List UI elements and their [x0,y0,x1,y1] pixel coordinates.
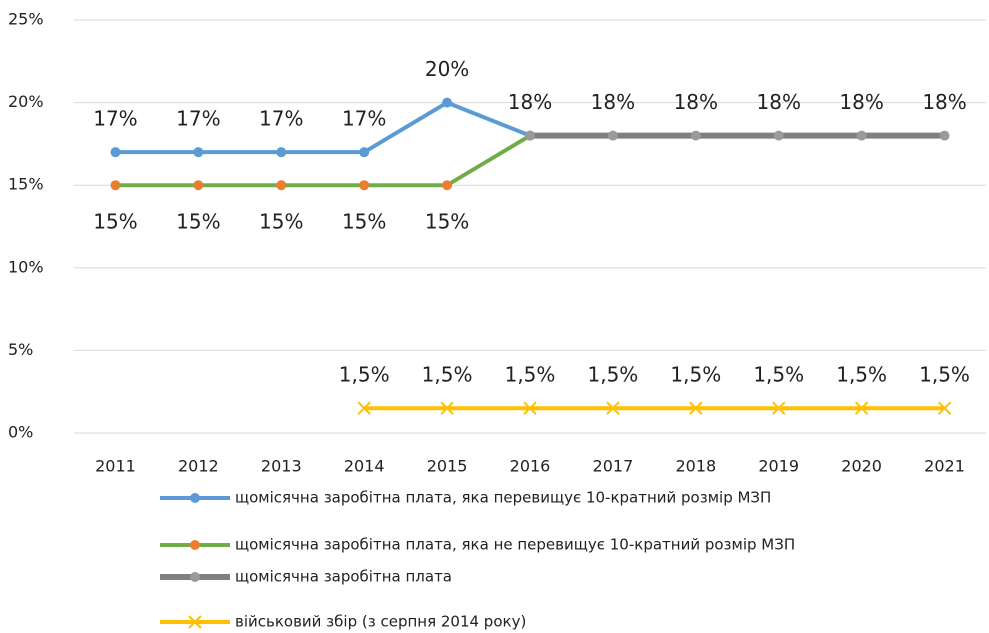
legend-label: військовий збір (з серпня 2014 року) [235,613,526,631]
data-label: 18% [757,90,801,114]
point [525,130,535,141]
point [442,97,453,108]
data-label: 15% [342,210,386,234]
data-label: 20% [425,57,469,81]
data-label: 1,5% [422,363,473,387]
data-label: 18% [508,90,552,114]
point [276,147,287,158]
point [442,180,453,191]
x-tick-label: 2011 [95,457,136,476]
legend-marker [188,615,202,629]
series: 15% 15% 15% 15% 15% [93,130,535,234]
legend-marker [190,493,200,503]
x-tick-label: 2016 [510,457,551,476]
x-tick-label: 2021 [924,457,965,476]
x-tick-label: 2013 [261,457,302,476]
data-label: 17% [259,107,303,131]
x-tick-label: 2014 [344,457,385,476]
x-tick-label: 2012 [178,457,219,476]
line [115,133,532,188]
data-label: 18% [922,90,966,114]
series: 17% 17% 17% 17% 20% [93,57,535,158]
data-label: 17% [176,107,220,131]
data-label: 1,5% [753,363,804,387]
y-tick-label: 5% [8,340,33,359]
point [276,180,287,191]
point [607,130,618,141]
data-label: 15% [425,210,469,234]
point [689,401,703,415]
y-tick-label: 20% [8,92,44,111]
point [937,401,952,415]
x-tick-label: 2018 [675,457,716,476]
data-label: 1,5% [836,363,887,387]
y-tick-label: 10% [8,257,44,276]
data-label: 1,5% [670,363,721,387]
legend-marker [190,572,200,582]
data-label: 15% [176,210,220,234]
point [359,180,370,191]
point [856,130,867,141]
series: 18% 18% 18% 18% 18% 18% [508,90,967,142]
point [110,180,121,191]
legend-marker [190,540,200,550]
y-tick-label: 15% [8,175,44,194]
point [357,401,371,415]
x-tick-label: 2020 [841,457,882,476]
data-label: 1,5% [919,363,970,387]
y-tick-label: 25% [8,10,44,29]
data-label: 1,5% [505,363,556,387]
legend-label: щомісячна заробітна плата, яка не переви… [235,536,795,554]
data-label: 15% [93,210,137,234]
point [772,401,786,415]
legend-label: щомісячна заробітна плата [235,568,452,586]
data-label: 17% [93,107,137,131]
data-label: 18% [674,90,718,114]
point [773,130,784,141]
line [115,100,531,155]
data-label: 15% [259,210,303,234]
x-tick-label: 2017 [593,457,634,476]
point [110,147,121,158]
point [690,130,701,141]
point [939,130,950,141]
series: 1,5% 1,5% 1,5% 1,5% 1,5% 1,5% 1,5% 1,5% [339,363,970,415]
data-label: 18% [591,90,635,114]
point [440,401,454,415]
point [359,147,370,158]
point [193,180,204,191]
data-label: 1,5% [339,363,390,387]
data-label: 17% [342,107,386,131]
point [193,147,204,158]
point [523,401,537,415]
legend-label: щомісячна заробітна плата, яка перевищує… [235,489,771,507]
data-label: 1,5% [588,363,639,387]
data-label: 18% [839,90,883,114]
x-tick-label: 2019 [758,457,799,476]
x-tick-label: 2015 [427,457,468,476]
y-tick-label: 0% [8,423,33,442]
point [854,401,869,415]
point [606,401,620,415]
